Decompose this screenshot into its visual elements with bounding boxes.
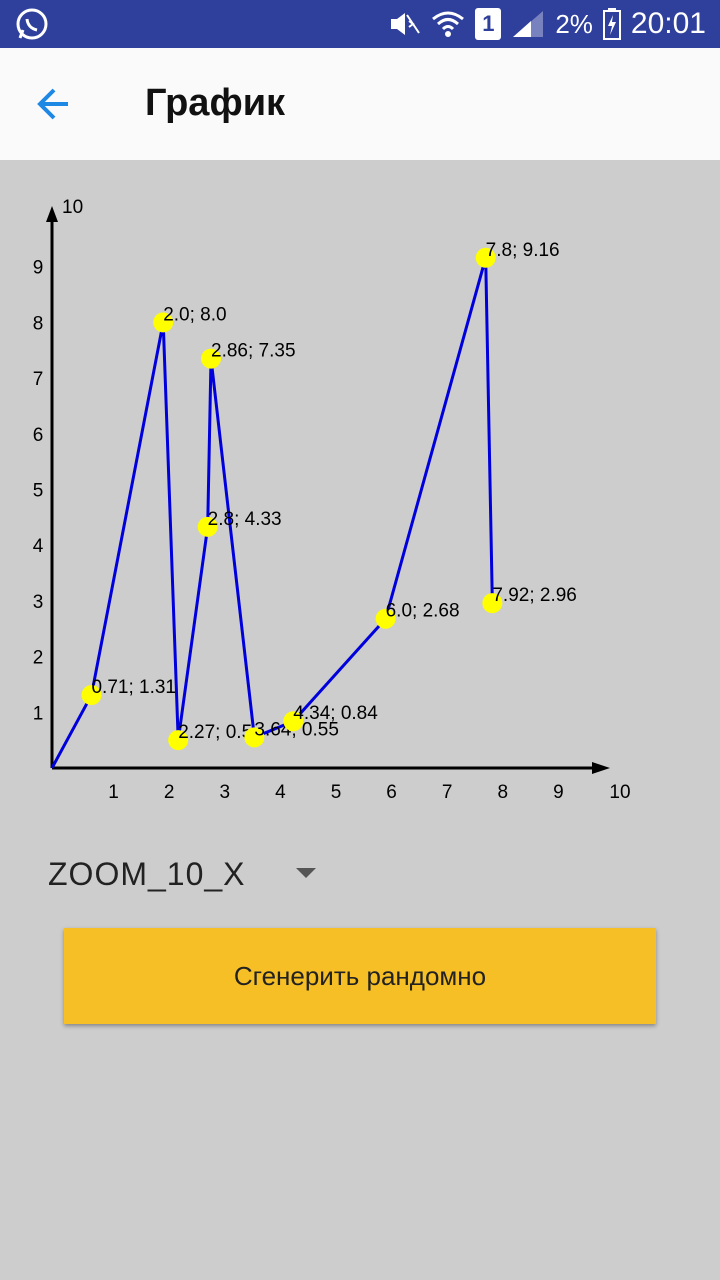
app-bar: График [0,48,720,160]
data-label: 7.92; 2.96 [492,585,577,606]
x-tick-label: 4 [275,782,286,803]
y-tick-label: 10 [62,197,83,218]
data-point [197,516,218,537]
data-point [482,593,503,614]
y-tick-label: 1 [33,703,44,724]
data-point [244,727,265,748]
data-point [375,608,396,629]
data-point [475,247,496,268]
arrow-back-icon[interactable] [30,82,78,126]
x-tick-label: 10 [609,782,630,803]
zoom-select-value: ZOOM_10_X [48,856,246,892]
y-tick-label: 6 [33,425,44,446]
y-tick-label: 5 [33,481,44,502]
data-label: 2.8; 4.33 [208,509,282,530]
dropdown-arrow-icon [296,868,316,878]
data-point [283,711,304,732]
y-tick-label: 8 [33,313,44,334]
x-axis-arrow [592,762,610,774]
battery-percent: 2% [555,8,593,39]
y-tick-label: 9 [33,258,44,279]
x-tick-label: 6 [386,782,397,803]
x-tick-label: 7 [442,782,453,803]
data-label: 2.27; 0.5 [178,722,252,743]
x-tick-label: 1 [108,782,119,803]
generate-random-button[interactable]: Сгенерить рандомно [64,928,656,1024]
y-tick-label: 7 [33,369,44,390]
chart-ticks: 1 2 3 4 5 6 7 8 9 10 1 2 3 4 5 6 7 8 9 10 [33,197,631,803]
line-chart: 1 2 3 4 5 6 7 8 9 10 1 2 3 4 5 6 7 8 9 10 0.71; 1.31 2.0; 8.… [33,197,631,803]
data-label: 7.8; 9.16 [486,240,560,261]
x-tick-label: 8 [498,782,509,803]
y-tick-label: 2 [33,648,44,669]
y-tick-label: 4 [33,536,44,557]
data-point [201,348,222,369]
battery-charging-icon [602,8,621,40]
x-tick-label: 2 [164,782,175,803]
data-label: 2.86; 7.35 [211,341,296,362]
data-point [81,685,102,706]
data-label: 0.71; 1.31 [91,677,176,698]
page-title: График [145,82,286,124]
wifi-icon [432,11,465,37]
data-label: 4.34; 0.84 [293,703,378,724]
whatsapp-icon [16,8,48,40]
sim-icon: 1 [475,8,502,40]
x-tick-label: 9 [553,782,564,803]
mute-icon [391,13,421,35]
y-axis-arrow [46,206,58,222]
chart-axes [46,206,610,774]
x-tick-label: 3 [220,782,231,803]
zoom-select[interactable]: ZOOM_10_X [48,850,328,900]
data-point [168,730,189,751]
clock: 20:01 [630,7,706,40]
y-tick-label: 3 [33,592,44,613]
data-label: 2.0; 8.0 [163,304,226,325]
data-label: 6.0; 2.68 [386,601,460,622]
chart-points: 0.71; 1.31 2.0; 8.0 2.27; 0.5 2.8; 4.33 2.86… [81,240,577,751]
status-bar: 1 2% 20:01 [0,0,720,48]
x-tick-label: 5 [331,782,342,803]
signal-icon [513,11,544,37]
data-point [153,312,174,333]
